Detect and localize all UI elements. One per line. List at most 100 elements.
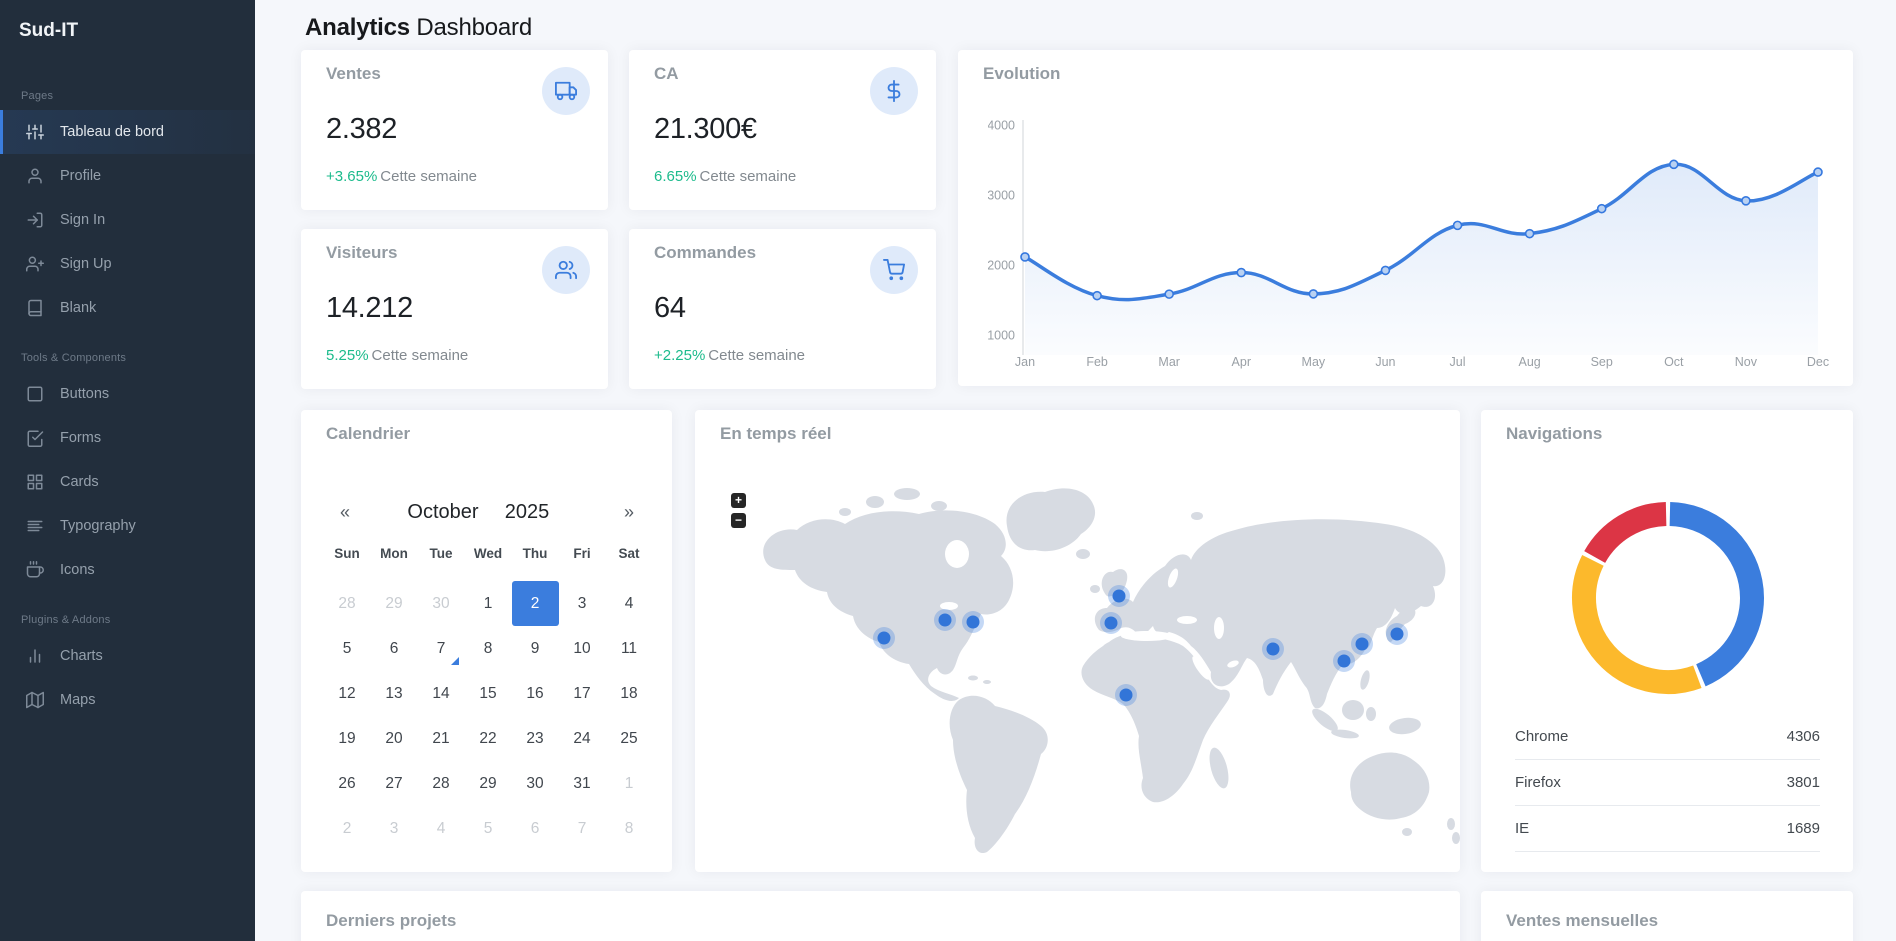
calendar-day[interactable]: 8 bbox=[624, 820, 634, 837]
calendar-day[interactable]: 29 bbox=[385, 595, 403, 612]
navigations-card: Navigations Chrome 4306 Firefox 3801 IE 1689 bbox=[1481, 410, 1853, 872]
browser-table: Chrome 4306 Firefox 3801 IE 1689 bbox=[1515, 714, 1820, 852]
calendar-day[interactable]: 4 bbox=[436, 820, 446, 837]
sidebar-item-blank[interactable]: Blank bbox=[0, 286, 255, 330]
line-point-Jul[interactable] bbox=[1452, 220, 1463, 231]
sidebar-item-charts[interactable]: Charts bbox=[0, 634, 255, 678]
calendar-day-selected[interactable]: 2 bbox=[511, 581, 559, 626]
line-point-Nov[interactable] bbox=[1741, 196, 1751, 206]
sidebar-item-sign-in[interactable]: Sign In bbox=[0, 198, 255, 242]
sidebar-item-forms[interactable]: Forms bbox=[0, 416, 255, 460]
calendar-day[interactable]: 22 bbox=[479, 730, 497, 747]
stat-delta-line: 6.65% Cette semaine bbox=[654, 168, 796, 185]
brand[interactable]: Sud-IT bbox=[19, 20, 79, 41]
calendar-day[interactable]: 31 bbox=[573, 775, 591, 792]
line-point-Sep[interactable] bbox=[1596, 203, 1607, 214]
donut-segment-chrome[interactable] bbox=[1669, 502, 1764, 687]
calendar-day[interactable]: 3 bbox=[577, 595, 587, 612]
stat-value: 2.382 bbox=[326, 113, 398, 145]
sidebar-item-profile[interactable]: Profile bbox=[0, 154, 255, 198]
calendar-day[interactable]: 26 bbox=[338, 775, 356, 792]
calendar-day[interactable]: 12 bbox=[338, 685, 356, 702]
calendar-month[interactable]: October bbox=[407, 501, 479, 523]
stat-value: 21.300€ bbox=[654, 113, 757, 145]
line-point-Mar[interactable] bbox=[1164, 289, 1174, 299]
sidebar-item-typography[interactable]: Typography bbox=[0, 504, 255, 548]
calendar-day[interactable]: 11 bbox=[620, 640, 638, 657]
browser-value: 4306 bbox=[1786, 728, 1820, 745]
line-point-Jun[interactable] bbox=[1380, 265, 1391, 276]
calendar-day[interactable]: 17 bbox=[573, 685, 591, 702]
calendar-day[interactable]: 1 bbox=[624, 775, 634, 792]
calendar-next-button[interactable]: » bbox=[623, 502, 635, 522]
map-marker[interactable] bbox=[1112, 589, 1126, 603]
browsers-donut-chart[interactable] bbox=[1481, 468, 1853, 710]
calendar-day[interactable]: 8 bbox=[483, 640, 493, 657]
line-point-Apr[interactable] bbox=[1236, 267, 1247, 278]
calendar-day[interactable]: 6 bbox=[389, 640, 399, 657]
x-tick-label: Feb bbox=[1086, 355, 1108, 369]
sidebar-item-maps[interactable]: Maps bbox=[0, 678, 255, 722]
calendar-day[interactable]: 7 bbox=[577, 820, 587, 837]
calendar-day[interactable]: 16 bbox=[526, 685, 544, 702]
calendar-day[interactable]: 4 bbox=[624, 595, 634, 612]
calendar-day[interactable]: 24 bbox=[573, 730, 591, 747]
world-map[interactable] bbox=[695, 458, 1460, 872]
sidebar-item-sign-up[interactable]: Sign Up bbox=[0, 242, 255, 286]
map-marker[interactable] bbox=[1266, 642, 1280, 656]
calendar-prev-button[interactable]: « bbox=[339, 502, 351, 522]
calendar-day[interactable]: 20 bbox=[385, 730, 403, 747]
map-marker[interactable] bbox=[938, 613, 952, 627]
sidebar-item-buttons[interactable]: Buttons bbox=[0, 372, 255, 416]
map-marker[interactable] bbox=[1390, 627, 1404, 641]
line-point-Aug[interactable] bbox=[1524, 228, 1535, 239]
x-tick-label: Jul bbox=[1450, 355, 1466, 369]
book-icon bbox=[26, 299, 44, 317]
sidebar-item-icons[interactable]: Icons bbox=[0, 548, 255, 592]
map-zoom-out-button[interactable]: − bbox=[731, 513, 746, 528]
calendar-day[interactable]: 10 bbox=[573, 640, 591, 657]
calendar-day[interactable]: 6 bbox=[530, 820, 540, 837]
calendar-day[interactable]: 1 bbox=[483, 595, 493, 612]
calendar-day[interactable]: 28 bbox=[338, 595, 356, 612]
line-point-Oct[interactable] bbox=[1669, 159, 1679, 170]
donut-segment-ie[interactable] bbox=[1584, 502, 1667, 564]
evolution-line-chart[interactable]: 1000 2000 3000 4000 Jan Feb Mar Apr May Jun Jul Aug… bbox=[988, 108, 1850, 372]
map-marker[interactable] bbox=[877, 631, 891, 645]
calendar-day[interactable]: 5 bbox=[342, 640, 352, 657]
calendar-day[interactable]: 30 bbox=[432, 595, 450, 612]
calendar-day[interactable]: 5 bbox=[483, 820, 493, 837]
map-marker[interactable] bbox=[966, 615, 980, 629]
calendar-day[interactable]: 15 bbox=[479, 685, 497, 702]
calendar-day[interactable]: 21 bbox=[432, 730, 450, 747]
calendar-day[interactable]: 7 bbox=[418, 626, 465, 671]
calendar-day[interactable]: 27 bbox=[385, 775, 403, 792]
line-point-Jan[interactable] bbox=[1020, 252, 1030, 262]
calendar-day[interactable]: 28 bbox=[432, 775, 450, 792]
realtime-map-title: En temps réel bbox=[720, 424, 832, 443]
calendar-day[interactable]: 3 bbox=[389, 820, 399, 837]
stat-card-ca: CA 21.300€ 6.65% Cette semaine bbox=[629, 50, 936, 210]
calendar-year[interactable]: 2025 bbox=[504, 501, 550, 523]
line-point-Feb[interactable] bbox=[1092, 290, 1102, 301]
calendar-day[interactable]: 23 bbox=[526, 730, 544, 747]
calendar-day[interactable]: 18 bbox=[620, 685, 638, 702]
calendar-day[interactable]: 13 bbox=[385, 685, 403, 702]
calendar-day[interactable]: 30 bbox=[526, 775, 544, 792]
sidebar-item-cards[interactable]: Cards bbox=[0, 460, 255, 504]
calendar-day[interactable]: 14 bbox=[432, 685, 450, 702]
calendar-day[interactable]: 25 bbox=[620, 730, 638, 747]
map-marker[interactable] bbox=[1355, 637, 1369, 651]
line-point-Dec[interactable] bbox=[1813, 167, 1823, 177]
donut-segment-firefox[interactable] bbox=[1572, 554, 1702, 694]
map-marker[interactable] bbox=[1104, 616, 1118, 630]
map-marker[interactable] bbox=[1119, 688, 1133, 702]
calendar-day[interactable]: 2 bbox=[342, 820, 352, 837]
line-point-May[interactable] bbox=[1308, 289, 1319, 299]
map-marker[interactable] bbox=[1337, 654, 1351, 668]
map-zoom-in-button[interactable]: + bbox=[731, 493, 746, 508]
calendar-day[interactable]: 19 bbox=[338, 730, 356, 747]
calendar-day[interactable]: 29 bbox=[479, 775, 497, 792]
calendar-day[interactable]: 9 bbox=[530, 640, 540, 657]
sidebar-item-tableau-de-bord[interactable]: Tableau de bord bbox=[0, 110, 255, 154]
